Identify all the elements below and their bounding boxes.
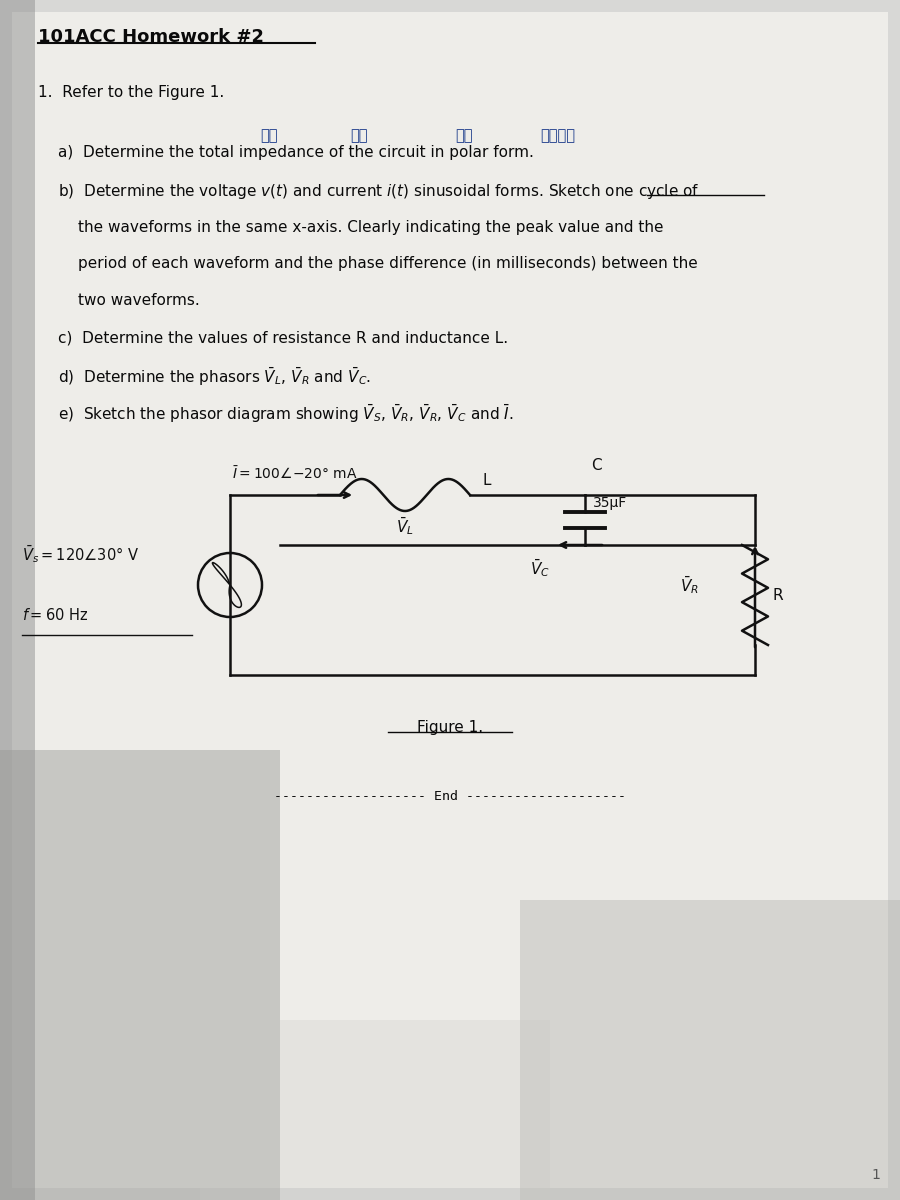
- Text: two waveforms.: two waveforms.: [78, 293, 200, 308]
- Text: R: R: [773, 588, 784, 602]
- FancyBboxPatch shape: [520, 900, 900, 1200]
- Text: Figure 1.: Figure 1.: [417, 720, 483, 734]
- Text: period of each waveform and the phase difference (in milliseconds) between the: period of each waveform and the phase di…: [78, 256, 698, 271]
- Text: e)  Sketch the phasor diagram showing $\bar{V}_S$, $\bar{V}_R$, $\bar{V}_R$, $\b: e) Sketch the phasor diagram showing $\b…: [58, 403, 513, 425]
- Text: $\bar{V}_s = 120\angle 30°$ V: $\bar{V}_s = 120\angle 30°$ V: [22, 544, 140, 565]
- Text: 1.  Refer to the Figure 1.: 1. Refer to the Figure 1.: [38, 85, 224, 100]
- Text: L: L: [482, 473, 491, 488]
- Text: b)  Determine the voltage $v(t)$ and current $i(t)$ sinusoidal forms. Sketch one: b) Determine the voltage $v(t)$ and curr…: [58, 182, 699, 200]
- FancyBboxPatch shape: [12, 838, 212, 1188]
- Text: the waveforms in the same x-axis. Clearly indicating the peak value and the: the waveforms in the same x-axis. Clearl…: [78, 220, 663, 235]
- Text: 35μF: 35μF: [593, 496, 627, 510]
- Text: $\bar{V}_L$: $\bar{V}_L$: [396, 515, 414, 538]
- Text: 101ACC Homework #2: 101ACC Homework #2: [38, 28, 264, 46]
- Text: 1: 1: [871, 1168, 880, 1182]
- Text: $\bar{V}_C$: $\bar{V}_C$: [530, 557, 550, 578]
- FancyBboxPatch shape: [0, 0, 35, 1200]
- Text: $\bar{V}_R$: $\bar{V}_R$: [680, 574, 699, 596]
- FancyBboxPatch shape: [200, 1020, 550, 1200]
- Text: 电路: 电路: [455, 128, 472, 143]
- Text: ------------------- End --------------------: ------------------- End ----------------…: [274, 790, 626, 803]
- Text: 判断: 判断: [260, 128, 277, 143]
- Text: 极性形式: 极性形式: [540, 128, 575, 143]
- Text: 阻抗: 阻抗: [350, 128, 367, 143]
- Text: c)  Determine the values of resistance R and inductance L.: c) Determine the values of resistance R …: [58, 330, 508, 346]
- Text: d)  Determine the phasors $\bar{V}_L$, $\bar{V}_R$ and $\bar{V}_C$.: d) Determine the phasors $\bar{V}_L$, $\…: [58, 366, 371, 388]
- FancyBboxPatch shape: [12, 12, 888, 1188]
- Text: a)  Determine the total impedance of the circuit in polar form.: a) Determine the total impedance of the …: [58, 145, 534, 160]
- Text: C: C: [591, 458, 601, 473]
- Text: $f = 60$ Hz: $f = 60$ Hz: [22, 607, 88, 623]
- FancyBboxPatch shape: [0, 750, 280, 1200]
- Text: $\bar{I} = 100\angle{-20°}$ mA: $\bar{I} = 100\angle{-20°}$ mA: [232, 466, 357, 482]
